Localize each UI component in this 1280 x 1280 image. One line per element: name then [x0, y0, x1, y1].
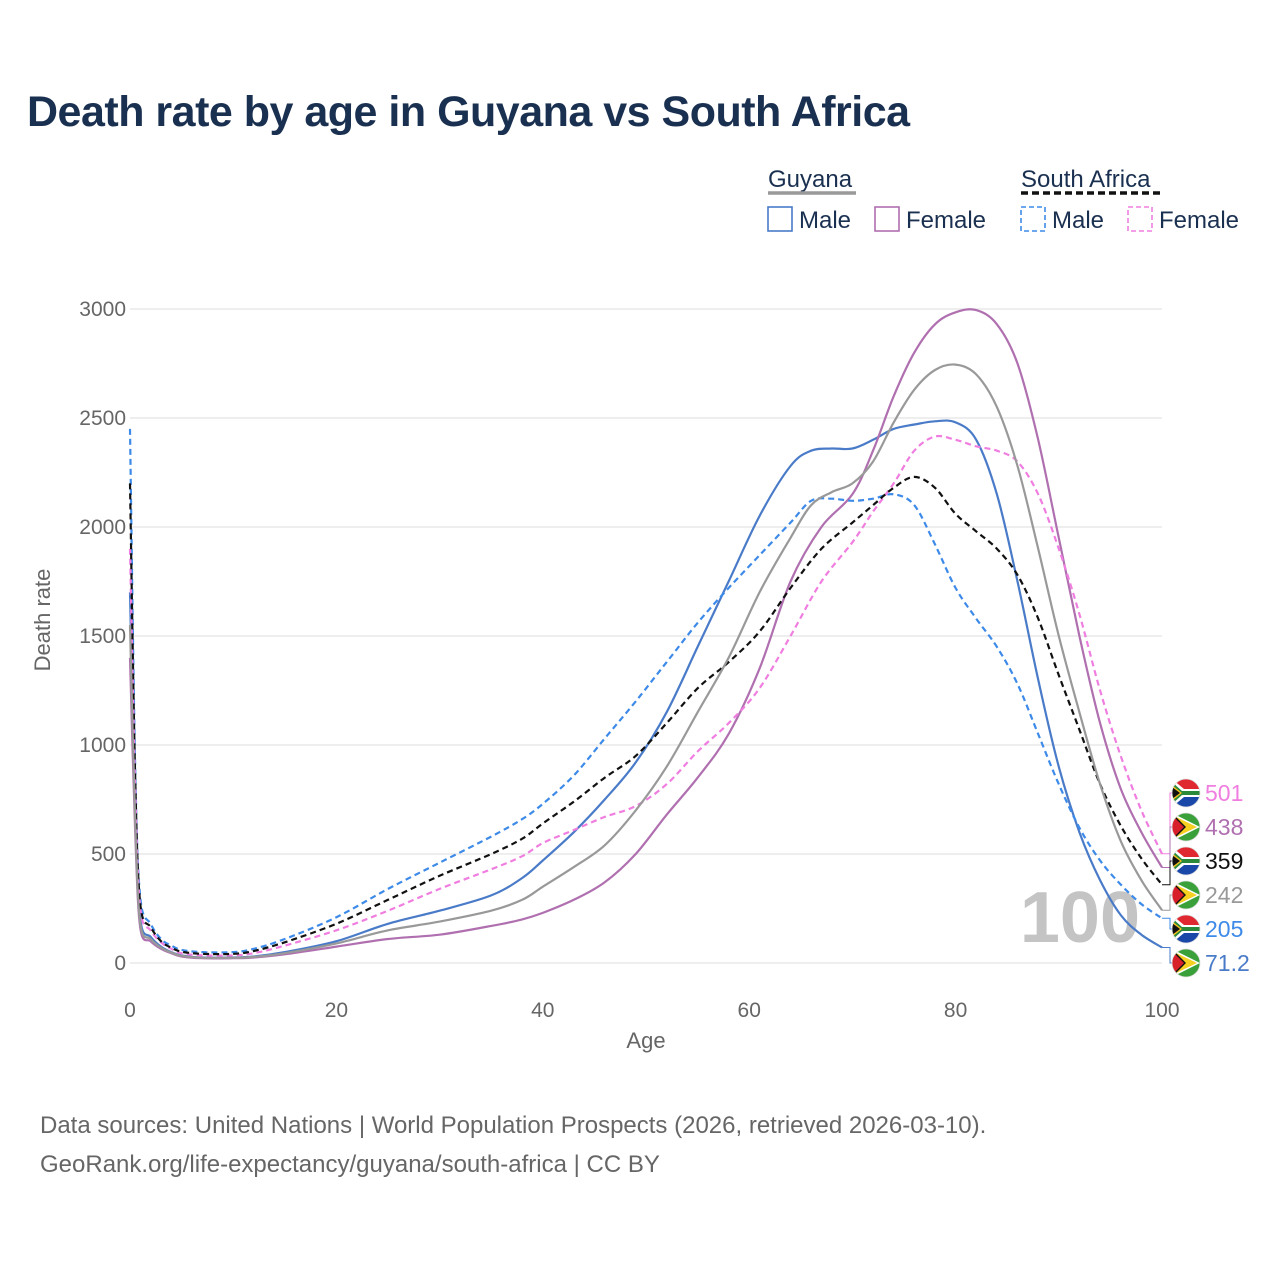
series-line-guyana-female — [128, 308, 1163, 960]
y-axis: 0 500 1000 1500 2000 2500 3000 — [79, 298, 126, 975]
guyana-flag-icon — [1171, 948, 1201, 978]
y-tick-label: 1500 — [79, 625, 126, 648]
grid — [130, 308, 1162, 964]
south-africa-flag-icon — [1171, 914, 1201, 944]
y-tick-label: 2500 — [79, 407, 126, 430]
x-tick-label: 80 — [944, 999, 967, 1022]
age-watermark: 100 — [1020, 878, 1140, 958]
source-line-2: GeoRank.org/life-expectancy/guyana/south… — [40, 1151, 660, 1178]
x-tick-label: 0 — [124, 999, 136, 1022]
y-axis-title: Death rate — [30, 569, 55, 672]
series-line-guyana-total — [128, 363, 1163, 960]
y-tick-label: 1000 — [79, 734, 126, 757]
x-tick-label: 40 — [531, 999, 554, 1022]
end-value-label: 71.2 — [1205, 950, 1250, 976]
legend-item-label: Male — [799, 207, 851, 234]
legend-group-title: South Africa — [1021, 166, 1151, 193]
end-value-label: 501 — [1205, 780, 1243, 806]
end-value-label: 242 — [1205, 882, 1243, 908]
y-tick-label: 2000 — [79, 516, 126, 539]
legend-item-label: Female — [1159, 207, 1239, 234]
source-note: Data sources: United Nations | World Pop… — [40, 1106, 986, 1184]
south-africa-flag-icon — [1171, 846, 1201, 876]
legend-item-label: Female — [906, 207, 986, 234]
legend-group-title: Guyana — [768, 166, 853, 193]
south-africa-flag-icon — [1171, 778, 1201, 808]
legend-swatch — [874, 206, 900, 232]
y-tick-label: 3000 — [79, 298, 126, 321]
series-lines — [128, 308, 1163, 960]
x-axis-title: Age — [626, 1028, 665, 1053]
series-line-south-africa-male — [128, 428, 1163, 954]
end-value-label: 359 — [1205, 848, 1243, 874]
legend-item-label: Male — [1052, 207, 1104, 234]
x-tick-label: 100 — [1144, 999, 1179, 1022]
y-tick-label: 500 — [91, 843, 126, 866]
x-tick-label: 20 — [325, 999, 348, 1022]
legend-swatch — [1020, 206, 1046, 232]
series-line-south-africa-total — [128, 475, 1163, 956]
legend-swatch — [1127, 206, 1153, 232]
legend-swatch — [767, 206, 793, 232]
source-line-1: Data sources: United Nations | World Pop… — [40, 1112, 987, 1139]
end-labels: 501 438 359 242 205 71.2 — [1162, 778, 1250, 978]
x-axis: 0 20 40 60 80 100 — [124, 999, 1179, 1022]
x-tick-label: 60 — [738, 999, 761, 1022]
end-value-label: 205 — [1205, 916, 1243, 942]
guyana-flag-icon — [1171, 812, 1201, 842]
guyana-flag-icon — [1171, 880, 1201, 910]
series-line-south-africa-female — [128, 434, 1163, 957]
chart-title: Death rate by age in Guyana vs South Afr… — [27, 88, 910, 136]
y-tick-label: 0 — [114, 952, 126, 975]
legend: Guyana Male Female South Africa Male Female — [767, 166, 1239, 234]
end-value-label: 438 — [1205, 814, 1243, 840]
